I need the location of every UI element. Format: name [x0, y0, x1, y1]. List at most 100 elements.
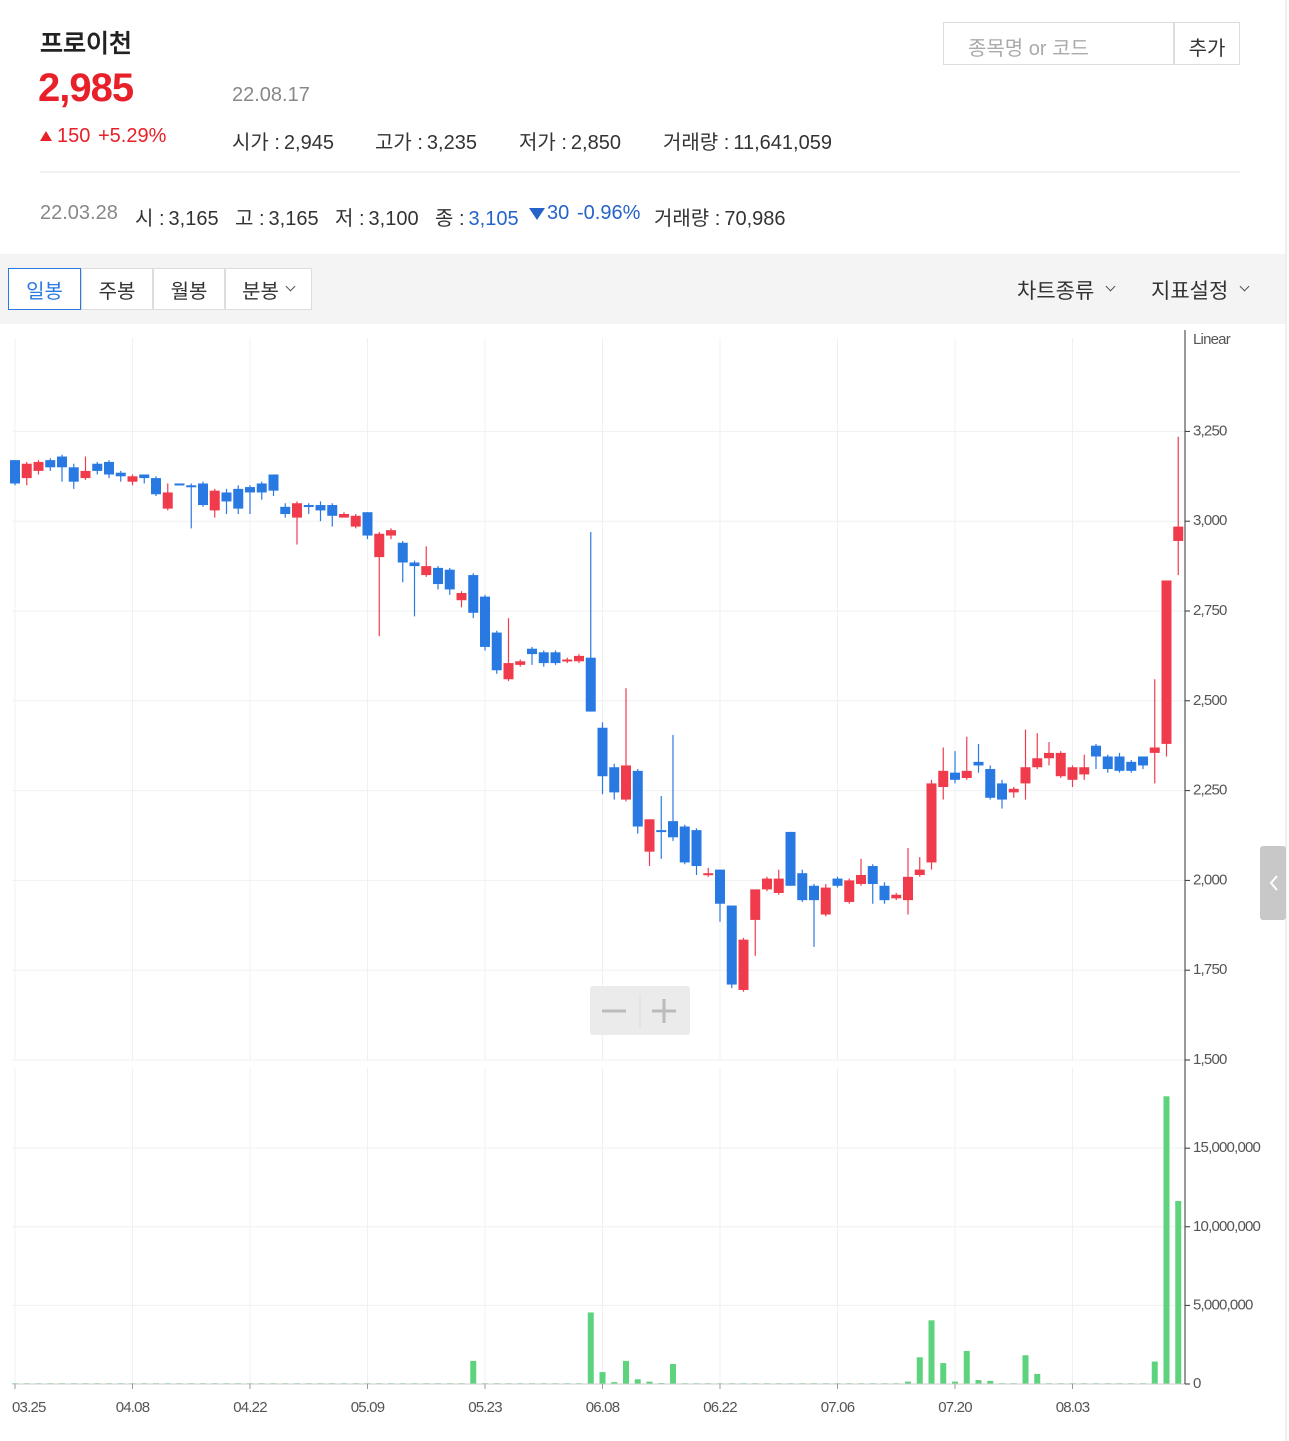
candle-body	[45, 460, 56, 468]
candle-body	[350, 515, 361, 527]
hover-volume: 거래량 :70,986	[654, 202, 786, 231]
candle-body	[527, 648, 537, 655]
candle-body	[574, 655, 584, 662]
volume-bar	[1151, 1361, 1158, 1384]
y-tick-label: 2,000	[1193, 871, 1227, 888]
candle-body	[256, 483, 267, 493]
x-tick-label: 04.22	[233, 1399, 267, 1416]
candle-body	[715, 869, 725, 904]
add-button[interactable]: 추가	[1174, 22, 1240, 65]
candle-body	[139, 474, 150, 479]
volume-bar	[987, 1380, 994, 1384]
value: 3,100	[368, 208, 419, 230]
label: 고가 :	[375, 132, 423, 154]
candle-body	[609, 767, 620, 793]
tab[interactable]: 월봉	[153, 268, 225, 310]
menu[interactable]: 지표설정	[1151, 280, 1229, 303]
stat: 종 :3,105	[435, 202, 519, 231]
menu[interactable]: 차트종류	[1017, 280, 1095, 303]
side-tab-arrow	[1269, 875, 1278, 891]
side-tab[interactable]	[1260, 846, 1286, 920]
candle-body	[127, 476, 138, 482]
volume-bar	[470, 1360, 477, 1384]
hover-change-pct: -0.96%	[577, 202, 641, 224]
price: 2,985	[38, 66, 134, 110]
candle-body	[867, 866, 878, 884]
x-tick-label: 03.25	[12, 1399, 46, 1416]
candle-body	[832, 878, 843, 886]
candle-body	[1173, 526, 1184, 541]
value: 3,105	[468, 208, 519, 230]
candle-body	[1091, 745, 1101, 757]
candle-body	[738, 939, 749, 990]
volume-bar	[905, 1381, 911, 1384]
label: 저가 :	[519, 132, 567, 154]
tab[interactable]: 분봉	[225, 268, 312, 310]
volume-bar	[940, 1363, 947, 1384]
candle-body	[1067, 767, 1078, 780]
candle-body	[1138, 756, 1148, 766]
plot-area	[12, 1068, 1185, 1384]
candle-body	[703, 873, 714, 876]
y-tick-label: 1,750	[1193, 961, 1227, 978]
stat: 고 :3,165	[235, 202, 319, 231]
volume-bar	[963, 1350, 970, 1384]
candle-body	[538, 652, 549, 664]
candle-body	[174, 483, 185, 486]
value: 3,165	[168, 208, 219, 230]
candle-body	[456, 593, 467, 601]
volume-bar	[646, 1381, 653, 1384]
candle-body	[679, 826, 690, 863]
candle-body	[562, 659, 573, 662]
candle-body	[621, 765, 631, 800]
candle-body	[926, 783, 937, 863]
candle-body	[844, 880, 855, 902]
candle-body	[162, 492, 173, 509]
x-tick-label: 06.22	[703, 1399, 737, 1416]
candle-body	[186, 485, 197, 488]
y-tick-label: 10,000,000	[1193, 1218, 1261, 1235]
candle-body	[198, 483, 208, 506]
label: 시가 :	[232, 132, 280, 154]
candle-body	[303, 505, 314, 508]
candle-body	[973, 761, 984, 766]
candle-body	[209, 490, 220, 511]
x-tick-label: 06.08	[586, 1399, 620, 1416]
candle-body	[691, 830, 702, 867]
plot-area	[12, 338, 1185, 1060]
candle-body	[985, 769, 996, 798]
candle-body	[104, 461, 114, 475]
tab[interactable]: 주봉	[81, 268, 153, 310]
y-tick-label: 2,250	[1193, 782, 1227, 799]
stock-name: 프로이천	[40, 30, 133, 58]
volume-bar	[1163, 1096, 1170, 1384]
candle-body	[585, 657, 596, 712]
candle-body	[726, 905, 737, 985]
x-tick-label: 07.06	[821, 1399, 855, 1416]
candle-body	[762, 878, 772, 890]
candle-body	[245, 487, 255, 493]
candle-body	[644, 819, 655, 852]
candle-body	[903, 876, 913, 901]
volume-bar	[611, 1382, 618, 1384]
value: 2,850	[570, 132, 621, 154]
candle-body	[115, 472, 126, 477]
value: 11,641,059	[733, 132, 832, 154]
candle-body	[1079, 767, 1090, 775]
candle-body	[1114, 756, 1125, 771]
candle-body	[221, 492, 232, 502]
candle-body	[327, 505, 338, 516]
hover-change: 30	[547, 202, 570, 224]
candle-body	[515, 661, 526, 665]
candle-body	[809, 885, 819, 901]
search-input[interactable]: 종목명 or 코드	[943, 22, 1174, 65]
up-arrow	[40, 131, 52, 141]
scale-label: Linear	[1193, 331, 1231, 348]
volume-bar	[975, 1380, 982, 1384]
down-arrow	[529, 208, 545, 220]
value: 2,945	[283, 132, 334, 154]
volume-bar	[670, 1364, 676, 1384]
y-tick-label: 3,000	[1193, 512, 1227, 529]
tab[interactable]: 일봉	[8, 268, 81, 310]
